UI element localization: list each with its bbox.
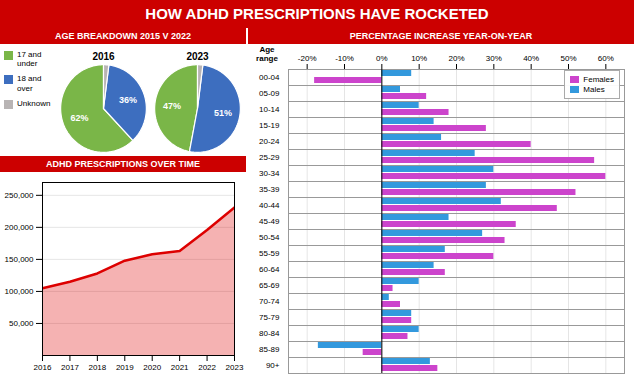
html-text:Age range: Age range — [256, 45, 278, 63]
html-text:18 and over: 18 and over — [17, 74, 42, 93]
svg-text:80-84: 80-84 — [259, 329, 280, 338]
html-text:Females: Females — [583, 75, 614, 84]
svg-text:51%: 51% — [214, 107, 232, 117]
svg-text:85-89: 85-89 — [259, 345, 280, 354]
svg-text:50%: 50% — [560, 54, 576, 63]
svg-text:15-19: 15-19 — [259, 121, 280, 130]
html-text:Unknown: Unknown — [17, 98, 51, 108]
svg-text:2022: 2022 — [198, 363, 216, 372]
svg-text:35-39: 35-39 — [259, 185, 280, 194]
svg-text:36%: 36% — [119, 95, 137, 105]
svg-text:60-64: 60-64 — [259, 265, 280, 274]
html-text:ADHD PRESCRIPTIONS OVER TIME: ADHD PRESCRIPTIONS OVER TIME — [46, 159, 200, 169]
svg-text:200,000: 200,000 — [5, 223, 34, 232]
svg-text:50-54: 50-54 — [259, 233, 280, 242]
svg-text:250,000: 250,000 — [5, 191, 34, 200]
svg-text:10-14: 10-14 — [259, 105, 280, 114]
html-text:17 and under: 17 and under — [17, 50, 42, 69]
svg-text:2023: 2023 — [186, 51, 209, 62]
html-text:PERCENTAGE INCREASE YEAR-ON-YE: PERCENTAGE INCREASE YEAR-ON-YEAR — [349, 31, 533, 41]
html-text:AGE BREAKDOWN 2015 V 2022: AGE BREAKDOWN 2015 V 2022 — [55, 31, 191, 41]
svg-text:05-09: 05-09 — [259, 89, 280, 98]
svg-text:0%: 0% — [376, 54, 388, 63]
svg-text:30-34: 30-34 — [259, 169, 280, 178]
svg-text:75-79: 75-79 — [259, 313, 280, 322]
svg-text:2017: 2017 — [61, 363, 79, 372]
svg-text:55-59: 55-59 — [259, 249, 280, 258]
svg-text:40-44: 40-44 — [259, 201, 280, 210]
svg-text:2016: 2016 — [92, 51, 115, 62]
svg-text:45-49: 45-49 — [259, 217, 280, 226]
html-text:HOW ADHD PRESCRIPTIONS HAVE RO: HOW ADHD PRESCRIPTIONS HAVE ROCKETED — [145, 5, 489, 22]
svg-text:60%: 60% — [598, 54, 614, 63]
svg-text:2021: 2021 — [171, 363, 189, 372]
svg-text:47%: 47% — [163, 101, 181, 111]
svg-text:70-74: 70-74 — [259, 297, 280, 306]
svg-text:20-24: 20-24 — [259, 137, 280, 146]
svg-text:2018: 2018 — [88, 363, 106, 372]
svg-text:2020: 2020 — [143, 363, 161, 372]
svg-text:30%: 30% — [486, 54, 502, 63]
svg-text:00-04: 00-04 — [259, 73, 280, 82]
svg-text:20%: 20% — [448, 54, 464, 63]
svg-text:50,000: 50,000 — [9, 319, 34, 328]
svg-text:40%: 40% — [523, 54, 539, 63]
svg-text:90+: 90+ — [266, 361, 280, 370]
svg-text:-10%: -10% — [335, 54, 354, 63]
svg-text:-20%: -20% — [298, 54, 317, 63]
svg-text:2023: 2023 — [226, 363, 244, 372]
svg-text:2019: 2019 — [116, 363, 134, 372]
svg-text:65-69: 65-69 — [259, 281, 280, 290]
svg-text:62%: 62% — [71, 113, 89, 123]
svg-text:25-29: 25-29 — [259, 153, 280, 162]
svg-text:100,000: 100,000 — [5, 287, 34, 296]
html-text:Males: Males — [583, 85, 605, 94]
svg-text:10%: 10% — [411, 54, 427, 63]
svg-text:150,000: 150,000 — [5, 255, 34, 264]
svg-text:2016: 2016 — [34, 363, 52, 372]
